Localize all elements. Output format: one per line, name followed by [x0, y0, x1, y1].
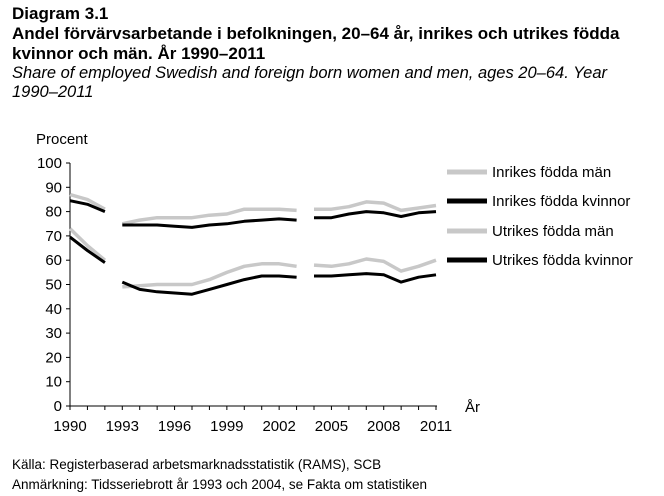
chart-series: [68, 192, 437, 296]
y-tick-label: 70: [45, 228, 62, 245]
y-tick-label: 60: [45, 252, 62, 269]
x-tick-label: 1993: [106, 418, 139, 435]
y-tick-label: 0: [54, 398, 62, 415]
series-line-segment: [313, 257, 437, 273]
legend-label: Inrikes födda kvinnor: [492, 193, 630, 210]
series-line-segment: [314, 210, 437, 220]
chart-axes: Procent 0 10 20 30 40 50 60 70 80 90 100 1990 1993 199…: [36, 131, 480, 435]
series-line-segment: [69, 192, 106, 211]
series-line-segment: [314, 200, 437, 213]
x-tick-label: 1990: [53, 418, 86, 435]
x-tick-label: 2011: [420, 418, 452, 435]
y-tick-label: 20: [45, 349, 62, 366]
line-chart: Procent 0 10 20 30 40 50 60 70 80 90 100 1990 1993 199…: [36, 131, 633, 435]
series-2: [69, 199, 437, 229]
series-4: [69, 235, 437, 296]
chart-legend: Inrikes födda män Inrikes födda kvinnor Ut…: [447, 164, 633, 269]
y-tick-label: 100: [37, 155, 62, 172]
break-note: Anmärkning: Tidsseriebrott år 1993 och 2…: [12, 477, 427, 492]
series-line-segment: [122, 217, 297, 229]
chart-header: Diagram 3.1 Andel förvärvsarbetande i be…: [12, 4, 652, 102]
series-line-segment: [314, 272, 437, 284]
y-tick-label: 90: [45, 179, 62, 196]
y-tick-label: 80: [45, 204, 62, 221]
series-1: [69, 192, 437, 226]
y-tick-label: 10: [45, 374, 62, 391]
y-tick-label: 50: [45, 277, 62, 294]
chart-footer: Källa: Registerbaserad arbetsmarknadssta…: [12, 455, 427, 495]
source-note: Källa: Registerbaserad arbetsmarknadssta…: [12, 457, 382, 472]
series-line-segment: [122, 262, 297, 289]
x-axis-label: År: [465, 399, 480, 416]
series-line-segment: [69, 235, 106, 264]
y-tick-label: 30: [45, 325, 62, 342]
series-3: [68, 227, 437, 289]
legend-label: Utrikes födda män: [492, 223, 614, 240]
series-line-segment: [121, 207, 297, 226]
x-tick-label: 1999: [210, 418, 243, 435]
x-tick-label: 1996: [158, 418, 191, 435]
series-line-segment: [68, 227, 107, 262]
x-tick-label: 2008: [367, 418, 400, 435]
y-tick-label: 40: [45, 301, 62, 318]
legend-label: Utrikes födda kvinnor: [492, 252, 633, 269]
x-tick-label: 2002: [262, 418, 295, 435]
diagram-label: Diagram 3.1: [12, 4, 109, 23]
chart-subtitle: Share of employed Swedish and foreign bo…: [12, 64, 608, 101]
x-tick-label: 2005: [315, 418, 348, 435]
series-line-segment: [69, 199, 106, 213]
legend-label: Inrikes födda män: [492, 164, 611, 181]
y-axis-label: Procent: [36, 131, 89, 148]
series-line-segment: [121, 274, 297, 296]
chart-title: Andel förvärvsarbetande i befolkningen, …: [12, 24, 620, 63]
